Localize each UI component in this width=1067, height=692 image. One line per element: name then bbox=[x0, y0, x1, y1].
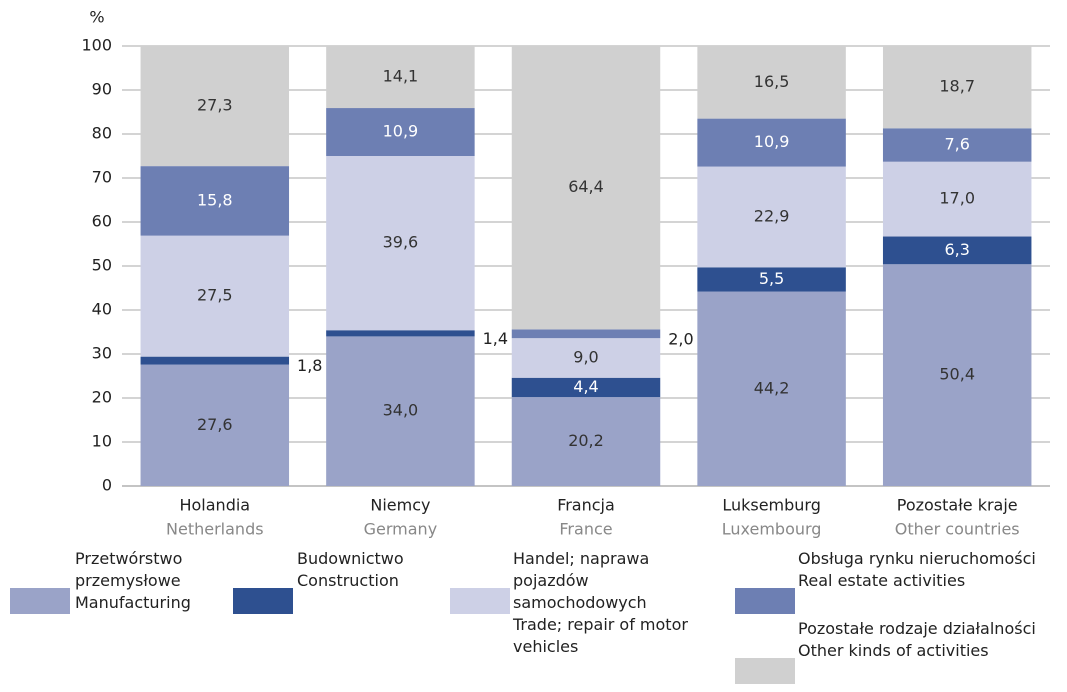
legend-label-en: Construction bbox=[297, 571, 399, 590]
bar-segment bbox=[882, 264, 1032, 486]
legend-label: Pozostałe rodzaje działalności bbox=[798, 619, 1036, 638]
data-label: 16,5 bbox=[754, 72, 790, 91]
bar-segment bbox=[140, 235, 290, 357]
bar-segment bbox=[511, 397, 661, 486]
y-tick-label: 40 bbox=[92, 300, 112, 319]
bar-segment bbox=[697, 46, 846, 119]
data-label: 18,7 bbox=[939, 77, 975, 96]
data-label: 7,6 bbox=[944, 135, 969, 154]
y-tick-label: 50 bbox=[92, 256, 112, 275]
y-tick-label: 20 bbox=[92, 388, 112, 407]
bar-segment bbox=[511, 329, 661, 339]
legend-swatch bbox=[735, 588, 795, 614]
legend-label-en: Real estate activities bbox=[798, 571, 966, 590]
data-label: 1,4 bbox=[483, 329, 508, 348]
x-tick-label: Luksemburg bbox=[722, 496, 821, 515]
data-label: 15,8 bbox=[197, 190, 233, 209]
data-label: 4,4 bbox=[573, 377, 598, 396]
data-label: 2,0 bbox=[668, 329, 693, 348]
bar-segment bbox=[882, 128, 1032, 162]
bar-segment bbox=[511, 377, 661, 398]
x-tick-label-en: Other countries bbox=[895, 520, 1020, 539]
data-label: 14,1 bbox=[383, 67, 419, 86]
bar-segment bbox=[697, 166, 846, 268]
x-tick-label: Holandia bbox=[179, 496, 250, 515]
bar-segment bbox=[326, 330, 475, 337]
legend-label-en: Manufacturing bbox=[75, 593, 191, 612]
legend-swatch bbox=[233, 588, 293, 614]
x-tick-label-en: Netherlands bbox=[166, 520, 264, 539]
y-tick-label: 70 bbox=[92, 168, 112, 187]
legend-swatch bbox=[735, 658, 795, 684]
legend-swatch bbox=[10, 588, 70, 614]
data-label: 22,9 bbox=[754, 206, 790, 225]
legend-swatch bbox=[450, 588, 510, 614]
legend-label-en: Other kinds of activities bbox=[798, 641, 989, 660]
bar-segment bbox=[511, 338, 661, 378]
bar-segment bbox=[882, 46, 1032, 129]
data-label: 64,4 bbox=[568, 177, 604, 196]
data-label: 27,5 bbox=[197, 286, 233, 305]
data-label: 20,2 bbox=[568, 431, 604, 450]
x-tick-label-en: Luxembourg bbox=[722, 520, 822, 539]
bar-segment bbox=[140, 364, 290, 486]
data-label: 39,6 bbox=[383, 233, 419, 252]
data-label: 34,0 bbox=[383, 401, 419, 420]
legend-label: Obsługa rynku nieruchomości bbox=[798, 549, 1036, 568]
y-axis-label: % bbox=[89, 8, 104, 27]
data-label: 1,8 bbox=[297, 356, 322, 375]
x-tick-label: Niemcy bbox=[370, 496, 430, 515]
data-label: 50,4 bbox=[939, 365, 975, 384]
bar-segment bbox=[326, 156, 475, 331]
bar-segment bbox=[326, 46, 475, 109]
bar-segment bbox=[882, 161, 1032, 237]
x-tick-label: Francja bbox=[557, 496, 615, 515]
data-label: 5,5 bbox=[759, 269, 784, 288]
data-label: 6,3 bbox=[944, 240, 969, 259]
data-label: 17,0 bbox=[939, 189, 975, 208]
bar-segment bbox=[882, 236, 1032, 265]
bar-segment bbox=[697, 118, 846, 167]
bar-segment bbox=[326, 108, 475, 156]
data-label: 10,9 bbox=[754, 132, 790, 151]
bar-segment bbox=[140, 46, 290, 167]
bar-segment bbox=[140, 356, 290, 365]
legend-label: Budownictwo bbox=[297, 549, 404, 568]
bar-segment bbox=[511, 46, 661, 330]
legend-label-en: Trade; repair of motor vehicles bbox=[513, 615, 688, 656]
legend-label: Przetwórstwo przemysłowe bbox=[75, 549, 183, 590]
y-tick-label: 60 bbox=[92, 212, 112, 231]
data-label: 10,9 bbox=[383, 122, 419, 141]
data-label: 27,3 bbox=[197, 96, 233, 115]
x-tick-label-en: France bbox=[559, 520, 612, 539]
x-tick-label: Pozostałe kraje bbox=[897, 496, 1018, 515]
y-tick-label: 80 bbox=[92, 124, 112, 143]
bar-segment bbox=[697, 267, 846, 292]
chart: % 0 10 20 30 40 50 60 70 80 90 100 Holandia Netherla… bbox=[81, 8, 1050, 539]
bar-segment bbox=[697, 291, 846, 486]
y-tick-label: 0 bbox=[102, 476, 112, 495]
bar-segment bbox=[140, 166, 290, 236]
bar-segment bbox=[326, 336, 475, 486]
x-tick-label-en: Germany bbox=[364, 520, 438, 539]
data-label: 44,2 bbox=[754, 378, 790, 397]
y-tick-label: 90 bbox=[92, 80, 112, 99]
legend-label: Handel; naprawa pojazdów samochodowych bbox=[513, 549, 650, 612]
y-tick-label: 100 bbox=[81, 36, 112, 55]
y-tick-label: 10 bbox=[92, 432, 112, 451]
y-tick-label: 30 bbox=[92, 344, 112, 363]
data-label: 27,6 bbox=[197, 415, 233, 434]
data-label: 9,0 bbox=[573, 347, 598, 366]
